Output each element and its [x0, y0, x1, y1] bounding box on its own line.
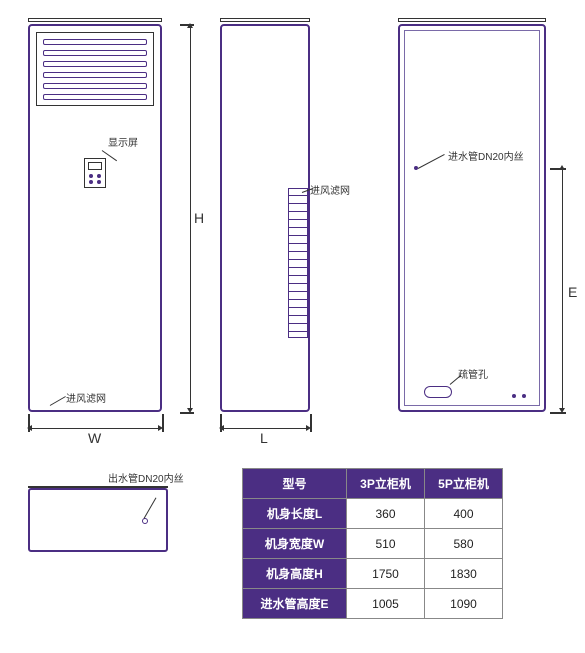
- cell: 1005: [347, 589, 425, 619]
- dim-h-label: H: [194, 210, 204, 226]
- front-louver-frame: [36, 32, 154, 106]
- dim-tick-e-t: [550, 168, 566, 170]
- callout-air-filter-side: 进风滤网: [310, 182, 350, 197]
- row-label: 机身宽度W: [243, 529, 347, 559]
- side-top-cap: [220, 18, 310, 22]
- cell: 400: [425, 499, 503, 529]
- back-top-cap: [398, 18, 546, 22]
- row-label: 进水管高度E: [243, 589, 347, 619]
- callout-cable-hole: 疏管孔: [458, 366, 488, 381]
- back-dot-1: [512, 394, 516, 398]
- spec-table: 型号 3P立柜机 5P立柜机 机身长度L 360 400 机身宽度W 510 5…: [242, 468, 503, 619]
- table-row: 机身长度L 360 400: [243, 499, 503, 529]
- col-model: 型号: [243, 469, 347, 499]
- outlet-dot: [142, 518, 148, 524]
- dim-e-label: E: [568, 284, 577, 300]
- cell: 360: [347, 499, 425, 529]
- cell: 510: [347, 529, 425, 559]
- table-row: 机身宽度W 510 580: [243, 529, 503, 559]
- dim-h-line: [190, 28, 191, 408]
- row-label: 机身长度L: [243, 499, 347, 529]
- dim-e-line: [562, 170, 563, 408]
- callout-air-filter-front: 进风滤网: [66, 390, 106, 405]
- table-row: 机身高度H 1750 1830: [243, 559, 503, 589]
- dim-tick-h-t: [180, 24, 194, 26]
- cell: 1090: [425, 589, 503, 619]
- callout-display: 显示屏: [108, 134, 138, 149]
- cell: 1750: [347, 559, 425, 589]
- dim-l-line: [224, 428, 306, 429]
- back-dot-2: [522, 394, 526, 398]
- dim-w-label: W: [88, 430, 101, 446]
- callout-inlet-pipe: 进水管DN20内丝: [448, 148, 524, 163]
- page: 显示屏 进风滤网 W 进风滤网 H L: [10, 10, 585, 643]
- display-panel: [84, 158, 106, 188]
- col-5p: 5P立柜机: [425, 469, 503, 499]
- cell: 1830: [425, 559, 503, 589]
- table-row: 进水管高度E 1005 1090: [243, 589, 503, 619]
- dim-tick-e-b: [550, 412, 566, 414]
- bottom-top-plate: [28, 486, 168, 488]
- dim-w-line: [32, 428, 158, 429]
- dim-tick-h-b: [180, 412, 194, 414]
- front-top-cap: [28, 18, 162, 22]
- dim-l-label: L: [260, 430, 268, 446]
- side-grille: [288, 188, 308, 338]
- table-header-row: 型号 3P立柜机 5P立柜机: [243, 469, 503, 499]
- cable-slot: [424, 386, 452, 398]
- col-3p: 3P立柜机: [347, 469, 425, 499]
- row-label: 机身高度H: [243, 559, 347, 589]
- back-inner: [404, 30, 540, 406]
- callout-outlet-pipe: 出水管DN20内丝: [108, 470, 184, 485]
- cell: 580: [425, 529, 503, 559]
